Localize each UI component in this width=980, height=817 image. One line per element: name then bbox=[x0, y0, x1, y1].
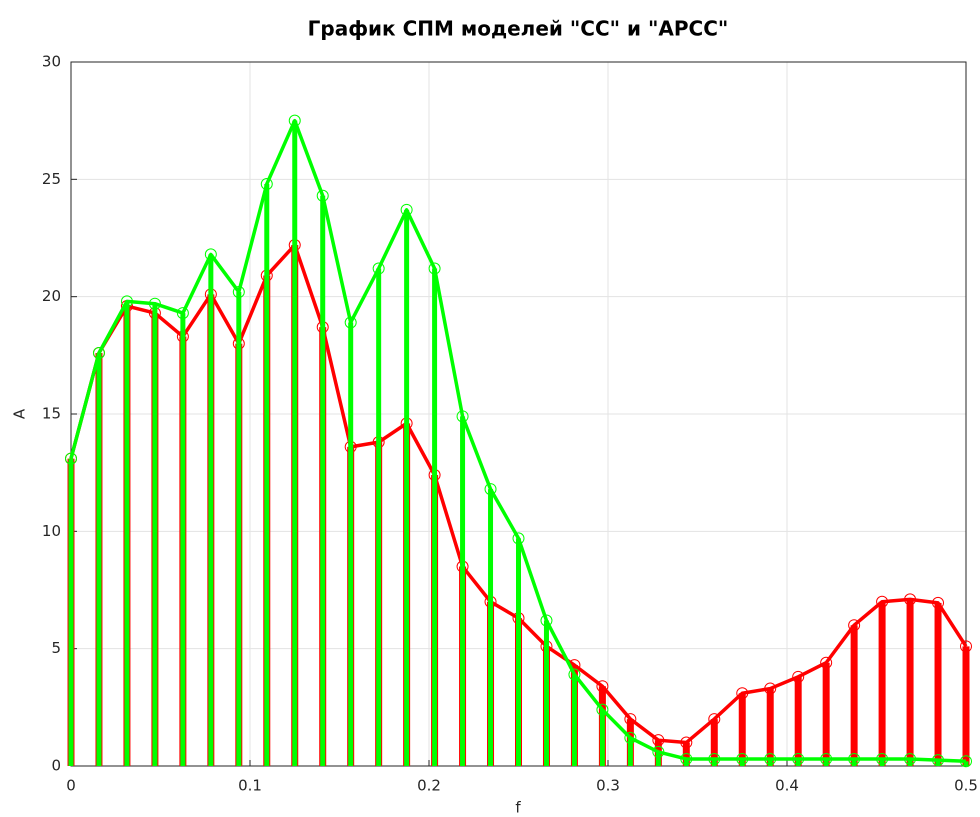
marker bbox=[904, 593, 917, 606]
marker bbox=[288, 114, 301, 127]
marker bbox=[120, 295, 133, 308]
x-tick-label: 0.2 bbox=[417, 777, 441, 795]
y-tick-label: 5 bbox=[51, 639, 61, 657]
marker bbox=[344, 316, 357, 329]
marker bbox=[624, 731, 637, 744]
chart-title: График СПМ моделей "СС" и "АРСС" bbox=[308, 17, 729, 41]
marker bbox=[820, 752, 833, 765]
marker bbox=[792, 752, 805, 765]
marker bbox=[596, 703, 609, 716]
marker bbox=[848, 619, 861, 632]
marker bbox=[680, 736, 693, 749]
marker bbox=[428, 262, 441, 275]
series-line bbox=[69, 118, 967, 764]
x-tick-label: 0.4 bbox=[775, 777, 799, 795]
marker bbox=[904, 752, 917, 765]
marker bbox=[764, 682, 777, 695]
y-tick-label: 25 bbox=[42, 170, 61, 188]
marker bbox=[736, 687, 749, 700]
marker bbox=[932, 754, 945, 767]
marker bbox=[148, 297, 161, 310]
marker bbox=[932, 596, 945, 609]
marker bbox=[316, 189, 329, 202]
marker bbox=[512, 532, 525, 545]
x-tick-label: 0 bbox=[66, 777, 76, 795]
marker bbox=[372, 262, 385, 275]
marker bbox=[680, 752, 693, 765]
x-axis-label: f bbox=[515, 799, 521, 817]
marker bbox=[960, 640, 972, 653]
marker bbox=[820, 656, 833, 669]
marker bbox=[65, 452, 77, 465]
marker bbox=[204, 248, 217, 261]
marker bbox=[400, 203, 413, 216]
x-tick-label: 0.3 bbox=[596, 777, 620, 795]
marker bbox=[764, 752, 777, 765]
marker bbox=[456, 410, 469, 423]
marker bbox=[960, 755, 972, 768]
marker bbox=[176, 307, 189, 320]
marker bbox=[708, 752, 721, 765]
marker bbox=[736, 752, 749, 765]
y-tick-label: 10 bbox=[42, 522, 61, 540]
marker bbox=[92, 346, 105, 359]
marker bbox=[708, 713, 721, 726]
marker bbox=[540, 614, 553, 627]
marker bbox=[596, 680, 609, 693]
x-tick-label: 0.5 bbox=[954, 777, 978, 795]
marker bbox=[652, 745, 665, 758]
marker bbox=[652, 734, 665, 747]
x-tick-label: 0.1 bbox=[238, 777, 262, 795]
y-tick-label: 20 bbox=[42, 287, 61, 305]
marker bbox=[260, 178, 273, 191]
marker bbox=[568, 668, 581, 681]
y-tick-label: 30 bbox=[42, 53, 61, 71]
marker bbox=[624, 713, 637, 726]
marker bbox=[792, 670, 805, 683]
y-tick-label: 15 bbox=[42, 405, 61, 423]
y-tick-label: 0 bbox=[51, 757, 61, 775]
marker bbox=[232, 285, 245, 298]
marker bbox=[876, 595, 889, 608]
y-axis-label: A bbox=[11, 408, 29, 419]
marker bbox=[876, 752, 889, 765]
marker bbox=[484, 483, 497, 496]
marker bbox=[848, 752, 861, 765]
